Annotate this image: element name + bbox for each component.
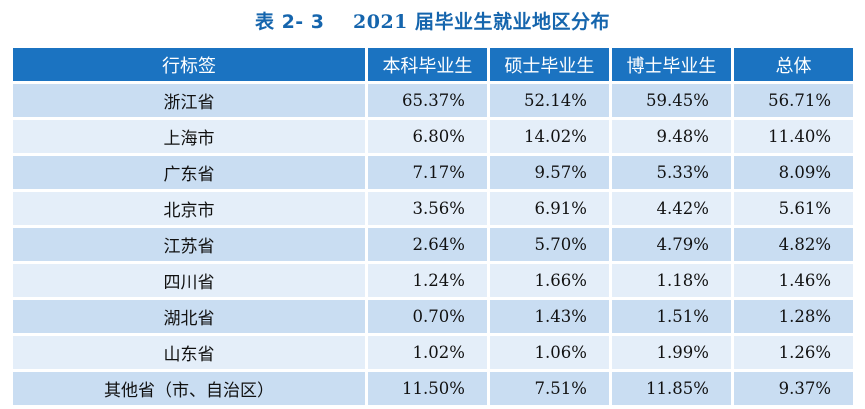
master-value: 7.51% xyxy=(489,372,609,405)
undergraduate-value: 1.02% xyxy=(367,336,487,369)
table-row: 其他省（市、自治区） 11.50% 7.51% 11.85% 9.37% xyxy=(13,372,853,405)
doctor-value: 1.51% xyxy=(611,300,731,333)
caption-year: 2021 xyxy=(353,11,408,33)
total-value: 8.09% xyxy=(733,156,853,189)
master-value: 6.91% xyxy=(489,192,609,225)
undergraduate-value: 1.24% xyxy=(367,264,487,297)
table-row: 江苏省 2.64% 5.70% 4.79% 4.82% xyxy=(13,228,853,261)
master-value: 1.66% xyxy=(489,264,609,297)
row-label: 其他省（市、自治区） xyxy=(13,372,365,405)
row-label: 浙江省 xyxy=(13,84,365,117)
table-row: 浙江省 65.37% 52.14% 59.45% 56.71% xyxy=(13,84,853,117)
doctor-value: 4.79% xyxy=(611,228,731,261)
header-total: 总体 xyxy=(733,48,853,81)
header-doctor: 博士毕业生 xyxy=(611,48,731,81)
table-row: 北京市 3.56% 6.91% 4.42% 5.61% xyxy=(13,192,853,225)
total-value: 1.28% xyxy=(733,300,853,333)
employment-region-table: 行标签 本科毕业生 硕士毕业生 博士毕业生 总体 浙江省 65.37% 52.1… xyxy=(10,45,856,408)
undergraduate-value: 3.56% xyxy=(367,192,487,225)
header-undergraduate: 本科毕业生 xyxy=(367,48,487,81)
total-value: 1.26% xyxy=(733,336,853,369)
row-label: 江苏省 xyxy=(13,228,365,261)
doctor-value: 11.85% xyxy=(611,372,731,405)
row-label: 山东省 xyxy=(13,336,365,369)
row-label: 湖北省 xyxy=(13,300,365,333)
total-value: 11.40% xyxy=(733,120,853,153)
total-value: 1.46% xyxy=(733,264,853,297)
master-value: 1.43% xyxy=(489,300,609,333)
doctor-value: 9.48% xyxy=(611,120,731,153)
row-label: 上海市 xyxy=(13,120,365,153)
table-header-row: 行标签 本科毕业生 硕士毕业生 博士毕业生 总体 xyxy=(13,48,853,81)
table-row: 广东省 7.17% 9.57% 5.33% 8.09% xyxy=(13,156,853,189)
total-value: 56.71% xyxy=(733,84,853,117)
doctor-value: 1.99% xyxy=(611,336,731,369)
table-row: 山东省 1.02% 1.06% 1.99% 1.26% xyxy=(13,336,853,369)
undergraduate-value: 65.37% xyxy=(367,84,487,117)
row-label: 广东省 xyxy=(13,156,365,189)
table-row: 四川省 1.24% 1.66% 1.18% 1.46% xyxy=(13,264,853,297)
table-caption: 表 2- 3 2021 届毕业生就业地区分布 xyxy=(0,6,865,38)
total-value: 9.37% xyxy=(733,372,853,405)
header-row-label: 行标签 xyxy=(13,48,365,81)
header-master: 硕士毕业生 xyxy=(489,48,609,81)
table-row: 湖北省 0.70% 1.43% 1.51% 1.28% xyxy=(13,300,853,333)
table-number: 表 2- 3 xyxy=(254,11,325,33)
row-label: 四川省 xyxy=(13,264,365,297)
undergraduate-value: 2.64% xyxy=(367,228,487,261)
master-value: 9.57% xyxy=(489,156,609,189)
table-row: 上海市 6.80% 14.02% 9.48% 11.40% xyxy=(13,120,853,153)
undergraduate-value: 6.80% xyxy=(367,120,487,153)
row-label: 北京市 xyxy=(13,192,365,225)
caption-title: 届毕业生就业地区分布 xyxy=(415,11,611,33)
doctor-value: 59.45% xyxy=(611,84,731,117)
master-value: 1.06% xyxy=(489,336,609,369)
undergraduate-value: 7.17% xyxy=(367,156,487,189)
undergraduate-value: 11.50% xyxy=(367,372,487,405)
doctor-value: 1.18% xyxy=(611,264,731,297)
master-value: 5.70% xyxy=(489,228,609,261)
master-value: 14.02% xyxy=(489,120,609,153)
doctor-value: 5.33% xyxy=(611,156,731,189)
undergraduate-value: 0.70% xyxy=(367,300,487,333)
master-value: 52.14% xyxy=(489,84,609,117)
total-value: 4.82% xyxy=(733,228,853,261)
total-value: 5.61% xyxy=(733,192,853,225)
doctor-value: 4.42% xyxy=(611,192,731,225)
